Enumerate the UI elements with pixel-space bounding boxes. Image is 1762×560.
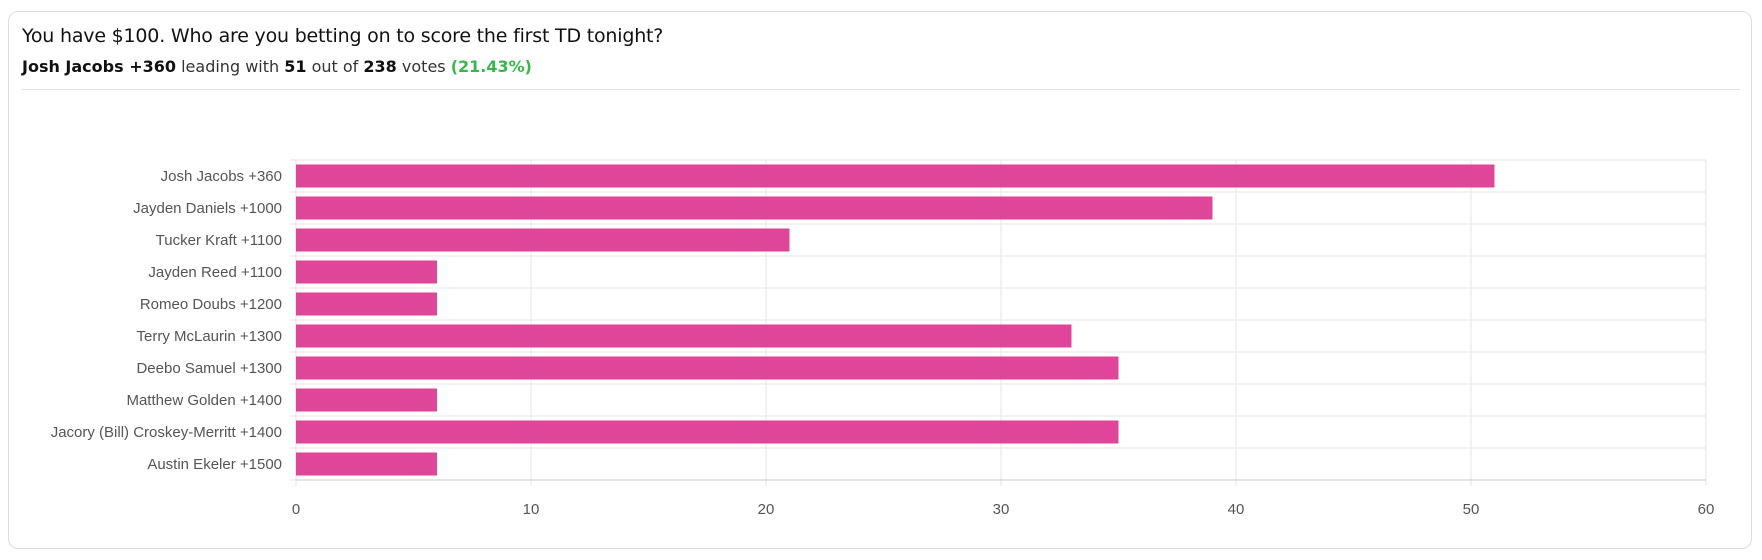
bar xyxy=(296,164,1495,188)
bar xyxy=(296,356,1119,380)
bar xyxy=(296,452,437,476)
leader-votes: 51 xyxy=(284,57,307,76)
bar xyxy=(296,196,1213,220)
x-tick-label: 0 xyxy=(292,501,300,518)
x-tick-label: 10 xyxy=(523,501,540,518)
category-label: Tucker Kraft +1100 xyxy=(156,232,282,249)
bar xyxy=(296,420,1119,444)
category-label: Jacory (Bill) Croskey-Merritt +1400 xyxy=(51,424,282,441)
category-label: Matthew Golden +1400 xyxy=(126,392,282,409)
header-divider xyxy=(22,89,1740,90)
leading-text: leading with xyxy=(181,57,280,76)
category-label: Romeo Doubs +1200 xyxy=(140,296,282,313)
category-label: Jayden Reed +1100 xyxy=(148,264,282,281)
category-label: Austin Ekeler +1500 xyxy=(147,456,282,473)
category-label: Deebo Samuel +1300 xyxy=(136,360,282,377)
leader-percentage: (21.43%) xyxy=(450,57,532,76)
x-tick-label: 60 xyxy=(1698,501,1715,518)
votes-text: votes xyxy=(401,57,446,76)
category-label: Terry McLaurin +1300 xyxy=(137,328,283,345)
bar xyxy=(296,292,437,316)
category-label: Josh Jacobs +360 xyxy=(161,168,282,185)
leader-name: Josh Jacobs +360 xyxy=(22,57,177,76)
bar xyxy=(296,228,790,252)
x-tick-label: 30 xyxy=(993,501,1010,518)
x-tick-label: 20 xyxy=(758,501,775,518)
total-votes: 238 xyxy=(363,57,397,76)
poll-question: You have $100. Who are you betting on to… xyxy=(22,25,664,47)
poll-summary: Josh Jacobs +360 leading with 51 out of … xyxy=(22,57,532,76)
bar xyxy=(296,260,437,284)
out-of-text: out of xyxy=(311,57,359,76)
category-label: Jayden Daniels +1000 xyxy=(133,200,282,217)
x-tick-label: 40 xyxy=(1228,501,1245,518)
bar xyxy=(296,324,1072,348)
bar xyxy=(296,388,437,412)
x-tick-label: 50 xyxy=(1463,501,1480,518)
